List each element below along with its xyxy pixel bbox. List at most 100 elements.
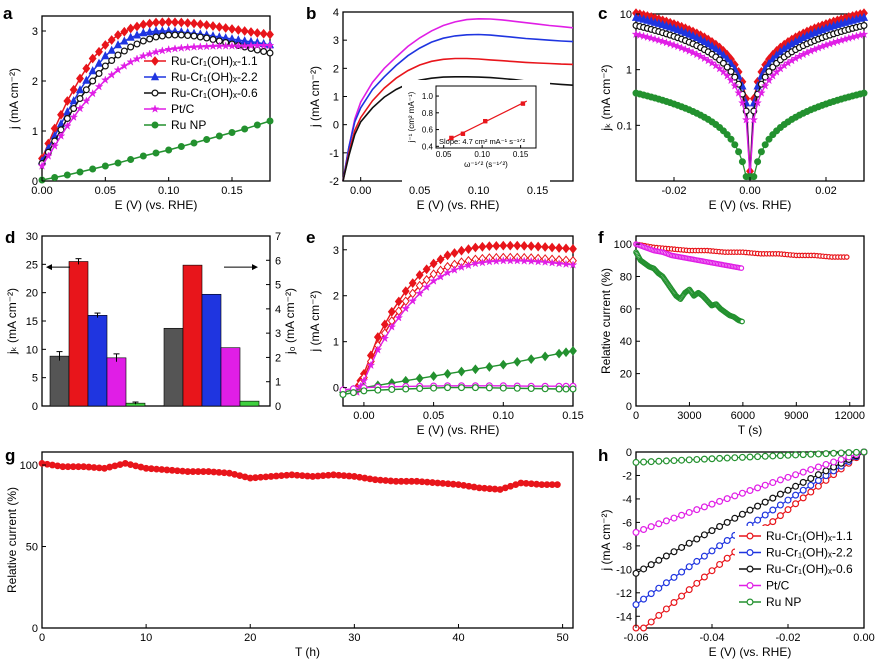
panel-a-series-4-point [101, 162, 109, 170]
panel-e-series-0-point [408, 278, 417, 288]
panel-a-series-0-point [164, 17, 173, 27]
panel-a-series-3-point [176, 43, 186, 52]
panel-h-series-0-point [784, 506, 792, 514]
panel-a-series-1-point [69, 96, 78, 105]
panel-c-series-2-point [860, 22, 868, 30]
panel-h-series-4-point [647, 458, 655, 466]
panel-h-series-4-point [814, 450, 822, 458]
panel-a-xtick-label: 0.00 [31, 185, 52, 197]
panel-a-series-0-point [196, 19, 205, 30]
panel-a-series-0-point [202, 20, 211, 30]
panel-c-series-1-point [692, 32, 701, 42]
panel-h-series-3-point [738, 489, 746, 497]
panel-e-series-0-point [401, 286, 410, 297]
panel-e-xlabel: E (V) (vs. RHE) [417, 423, 500, 437]
panel-c-series-4-point [727, 135, 735, 143]
panel-c-series-1-point [688, 31, 698, 40]
panel-a-ytick-label: 1 [32, 126, 38, 138]
panel-e-chart: 0.00 0.05 0.10 0.15 0 1 2 3 E (V) (vs. RHE) j (mA… [308, 235, 584, 437]
panel-d-ytick-label: 25 [26, 259, 38, 271]
panel-d-y2label: j₀ (mA cm⁻²) [283, 288, 297, 355]
panel-h-series-4-point [708, 455, 716, 463]
panel-a-series-0-point [88, 53, 97, 64]
panel-b-inset-point [460, 131, 466, 136]
panel-g-xtick-label: 40 [452, 632, 464, 644]
panel-c-frame [635, 13, 865, 182]
panel-a-series-1-point [145, 27, 154, 36]
panel-d-jk-bar [87, 315, 108, 407]
panel-a-series-3-point [164, 44, 174, 54]
panel-e-series-0-point [527, 241, 536, 252]
panel-c-series-3-point [734, 88, 744, 97]
panel-b-series-2-line [342, 57, 574, 182]
panel-a-series-4-point [190, 139, 198, 147]
panel-e-ytick-label: 1 [333, 337, 339, 349]
panel-h-xtick-label: -0.04 [699, 632, 724, 644]
panel-c-series-3-point [715, 64, 725, 73]
panel-h-series-3-point [708, 500, 716, 508]
panel-e-series-0-point [569, 243, 577, 254]
panel-e-series-2-point [526, 256, 536, 266]
panel-e-series-2-point [373, 345, 383, 354]
panel-f-xtick-label: 6000 [731, 410, 755, 422]
panel-c-series-3-point [696, 51, 706, 61]
panel-h-series-0-point [769, 518, 777, 526]
panel-c-series-3-point [658, 36, 668, 46]
panel-h-series-1-point [640, 595, 648, 603]
panel-a-series-0-point [240, 26, 249, 36]
panel-a-legend-entry-3-text: Pt/C [171, 102, 195, 116]
panel-e-series-5-point [430, 384, 438, 392]
panel-h-series-2-point [731, 514, 739, 522]
panel-e-series-0-point [548, 242, 557, 253]
panel-a-xlabel: E (V) (vs. RHE) [115, 198, 198, 212]
panel-a-legend-entry-0-marker [151, 56, 159, 66]
panel-a-series-3-point [75, 103, 85, 113]
panel-a-series-0-point [209, 21, 217, 31]
panel-label-c: c [598, 4, 607, 23]
panel-e-xtick-label: 0.00 [353, 410, 374, 422]
panel-h-ytick-label: -2 [622, 470, 632, 482]
panel-c-series-3-point [692, 49, 702, 59]
panel-h-series-3-point [754, 484, 762, 492]
panel-d-y2tick-label: 2 [275, 352, 281, 364]
panel-a-series-0-point [145, 18, 154, 29]
panel-c-series-3-point [764, 75, 774, 85]
panel-h-series-0-point [647, 618, 655, 626]
panel-a-series-1-point [113, 40, 123, 49]
panel-a-series-0-point [221, 23, 230, 33]
panel-h-series-3-point [830, 458, 838, 466]
panel-h-series-0-point [814, 482, 822, 490]
panel-h-series-3-point [662, 517, 670, 525]
panel-b-inset-ytick-label: 0.8 [422, 109, 434, 118]
panel-b-xtick-label: 0.10 [468, 185, 489, 197]
panel-d-j0-bar [201, 293, 222, 407]
panel-a-series-2-point [95, 69, 103, 77]
panel-b-ytick-label: 3 [333, 35, 339, 47]
panel-h-legend-entry-0-marker [746, 532, 754, 540]
panel-e-series-2-point [457, 262, 466, 272]
panel-h-series-1-point [647, 590, 655, 598]
panel-a-legend-entry-2-marker [151, 89, 159, 97]
panel-e-series-2-point [436, 272, 446, 281]
panel-a-series-4-point [152, 149, 160, 157]
panel-h-series-1-point [769, 506, 777, 514]
panel-b-inset-frame [435, 85, 537, 149]
panel-a-series-3-point [113, 65, 123, 74]
panel-d-chart: 0 5 10 15 20 25 30 0 1 2 3 4 5 6 7 jₖ (mA cm⁻²) j₀ (mA c… [5, 231, 297, 413]
panel-h-series-4-point [738, 453, 746, 461]
panel-d-y2tick-label: 5 [275, 280, 281, 292]
panel-a-series-3-point [195, 42, 205, 51]
panel-a-series-3-point [126, 57, 136, 66]
panel-b-series-1-line [342, 33, 574, 182]
panel-f-series-2-point [739, 318, 745, 325]
panel-a-series-3-point [157, 46, 167, 55]
panel-h-series-1-point [685, 563, 693, 571]
panel-f-ytick-label: 40 [620, 336, 632, 348]
panel-c-series-3-point [726, 75, 736, 85]
panel-h-series-3-point [792, 471, 800, 479]
panel-a-series-3-point [37, 161, 47, 170]
panel-d-y2tick-label: 6 [275, 255, 281, 267]
panel-a-series-3-point [81, 96, 91, 105]
panel-c-series-3-point [654, 35, 664, 45]
